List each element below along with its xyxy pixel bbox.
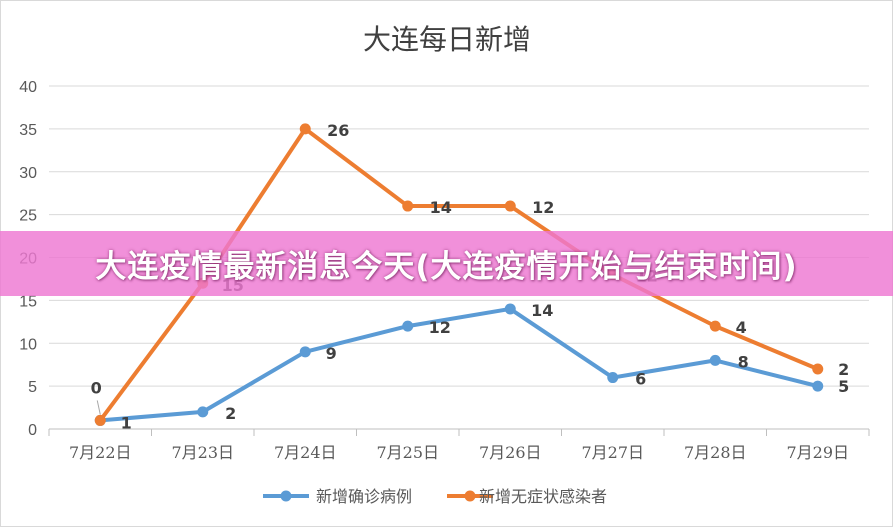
series-line <box>98 306 820 423</box>
data-label: 26 <box>327 121 349 140</box>
data-point <box>812 380 824 392</box>
legend-label: 新增无症状感染者 <box>479 487 607 506</box>
banner-text: 大连疫情最新消息今天(大连疫情开始与结束时间) <box>95 249 798 285</box>
legend-marker <box>280 490 292 502</box>
y-tick-label: 25 <box>19 208 37 225</box>
x-tick-label: 7月28日 <box>684 443 747 462</box>
overlay-banner: 大连疫情最新消息今天(大连疫情开始与结束时间) <box>0 231 893 296</box>
data-label: 1 <box>121 413 132 432</box>
x-tick-label: 7月26日 <box>479 443 542 462</box>
legend-marker <box>464 490 476 502</box>
data-label: 6 <box>635 370 646 389</box>
data-point <box>709 354 721 366</box>
data-label: 5 <box>838 377 849 396</box>
data-point <box>299 346 311 358</box>
x-tick-label: 7月23日 <box>171 443 234 462</box>
y-tick-label: 30 <box>19 165 37 182</box>
data-label: 4 <box>736 318 747 337</box>
legend: 新增确诊病例 新增无症状感染者 <box>263 487 607 506</box>
x-tick-label: 7月27日 <box>581 443 644 462</box>
y-tick-label: 35 <box>19 122 37 139</box>
data-point <box>607 372 619 384</box>
data-label: 12 <box>429 318 451 337</box>
data-point <box>197 406 209 418</box>
data-label: 8 <box>738 352 749 371</box>
data-point <box>402 200 414 212</box>
data-point <box>402 320 414 332</box>
y-tick-label: 15 <box>19 293 37 310</box>
data-label: 12 <box>532 198 554 217</box>
data-point <box>709 320 721 332</box>
data-point <box>504 200 516 212</box>
y-tick-label: 10 <box>19 336 37 353</box>
legend-label: 新增确诊病例 <box>316 487 412 506</box>
x-tick-label: 7月25日 <box>376 443 439 462</box>
data-label: 14 <box>531 301 553 320</box>
data-point <box>299 123 311 135</box>
chart-title: 大连每日新增 <box>363 23 531 56</box>
data-label: 9 <box>326 344 337 363</box>
y-tick-label: 40 <box>19 79 37 96</box>
data-point <box>812 363 824 375</box>
x-tick-label: 7月24日 <box>274 443 337 462</box>
x-tick-label: 7月29日 <box>786 443 849 462</box>
y-tick-label: 0 <box>28 422 37 439</box>
x-axis: 7月22日 7月23日 7月24日 7月25日 7月26日 7月27日 7月28日 7月29日 <box>48 429 870 462</box>
grid <box>49 85 869 430</box>
x-tick-label: 7月22日 <box>69 443 132 462</box>
data-point <box>504 303 516 315</box>
data-label: 0 <box>91 378 102 397</box>
data-label: 14 <box>430 198 452 217</box>
leader-line <box>96 400 101 415</box>
y-tick-label: 5 <box>28 379 37 396</box>
data-label: 2 <box>838 360 849 379</box>
data-label: 2 <box>225 404 236 423</box>
data-point <box>94 414 106 426</box>
